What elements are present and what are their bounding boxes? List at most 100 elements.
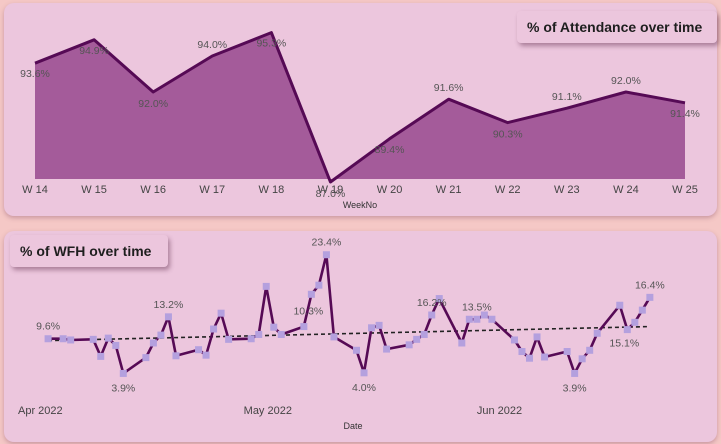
- wfh-marker: [638, 306, 646, 314]
- wfh-marker: [97, 352, 105, 360]
- wfh-data-label: 16.2%: [417, 297, 447, 309]
- wfh-marker: [195, 346, 203, 354]
- wfh-marker: [368, 324, 376, 332]
- wfh-data-label: 9.6%: [36, 321, 60, 333]
- wfh-marker: [142, 354, 150, 362]
- wfh-marker: [510, 336, 518, 344]
- wfh-marker: [255, 330, 263, 338]
- wfh-marker: [563, 348, 571, 356]
- wfh-x-tick: May 2022: [244, 405, 292, 417]
- wfh-data-labels: 9.6% 3.9% 13.2% 10.3% 23.4% 4.0% 16.2% 13.5% 3.9…: [36, 237, 665, 395]
- attendance-x-tick: W 21: [436, 184, 462, 196]
- wfh-marker: [375, 321, 383, 329]
- wfh-marker: [413, 335, 421, 343]
- wfh-marker: [631, 318, 639, 326]
- wfh-marker: [104, 334, 112, 342]
- attendance-data-label: 94.0%: [197, 39, 227, 51]
- wfh-marker: [458, 339, 466, 347]
- wfh-marker: [277, 330, 285, 338]
- wfh-marker: [262, 282, 270, 290]
- attendance-area: [35, 32, 685, 182]
- wfh-data-label: 15.1%: [609, 338, 639, 350]
- wfh-marker: [405, 341, 413, 349]
- attendance-x-tick: W 23: [554, 184, 580, 196]
- wfh-marker: [322, 251, 330, 259]
- wfh-data-label: 3.9%: [111, 382, 135, 394]
- attendance-x-tick: W 16: [140, 184, 166, 196]
- wfh-marker: [247, 335, 255, 343]
- wfh-marker: [300, 323, 308, 331]
- wfh-marker: [112, 341, 120, 349]
- attendance-chart: W 14 W 15 W 16 W 17 W 18 W 19 W 20 W 21 W 22 W 23…: [20, 31, 700, 210]
- wfh-marker: [210, 325, 218, 333]
- wfh-marker: [428, 311, 436, 319]
- wfh-chart-title: % of WFH over time: [10, 235, 168, 267]
- wfh-marker: [164, 313, 172, 321]
- wfh-marker: [488, 315, 496, 323]
- attendance-data-label: 91.6%: [434, 82, 464, 94]
- wfh-marker: [67, 336, 75, 344]
- wfh-line: [48, 253, 652, 375]
- wfh-marker: [315, 281, 323, 289]
- attendance-x-tick: W 17: [199, 184, 225, 196]
- wfh-marker: [149, 339, 157, 347]
- wfh-marker: [119, 369, 127, 377]
- wfh-marker: [623, 326, 631, 334]
- wfh-marker: [330, 333, 338, 341]
- wfh-marker: [593, 329, 601, 337]
- attendance-x-tick: W 14: [22, 184, 48, 196]
- wfh-marker: [526, 354, 534, 362]
- attendance-data-label: 95.3%: [256, 38, 286, 50]
- attendance-data-label: 92.0%: [138, 98, 168, 110]
- attendance-x-tick: W 22: [495, 184, 521, 196]
- attendance-x-tick: W 19: [318, 184, 344, 196]
- wfh-marker: [353, 346, 360, 354]
- wfh-marker: [44, 335, 52, 343]
- attendance-line: [34, 31, 686, 184]
- attendance-x-tick: W 18: [259, 184, 285, 196]
- wfh-marker: [89, 335, 97, 343]
- wfh-data-label: 3.9%: [563, 382, 587, 394]
- wfh-marker: [533, 333, 541, 341]
- wfh-x-axis-title: Date: [343, 421, 362, 431]
- wfh-data-label: 10.3%: [293, 305, 323, 317]
- wfh-marker: [270, 323, 278, 331]
- wfh-data-label: 13.2%: [154, 299, 184, 311]
- wfh-x-tick: Apr 2022: [18, 405, 63, 417]
- wfh-marker: [360, 369, 368, 377]
- attendance-data-label: 91.4%: [670, 108, 700, 120]
- wfh-x-tick: Jun 2022: [477, 405, 522, 417]
- wfh-markers: [44, 251, 654, 377]
- wfh-x-ticks: Apr 2022 May 2022 Jun 2022: [18, 405, 522, 417]
- attendance-x-tick: W 20: [377, 184, 403, 196]
- wfh-marker: [435, 295, 443, 303]
- wfh-data-label: 16.4%: [635, 279, 665, 291]
- wfh-data-label: 13.5%: [462, 301, 492, 313]
- wfh-marker: [225, 335, 233, 343]
- wfh-marker: [646, 293, 654, 301]
- wfh-data-label: 4.0%: [352, 382, 376, 394]
- wfh-marker: [518, 348, 526, 356]
- attendance-x-tick: W 24: [613, 184, 639, 196]
- attendance-x-tick: W 15: [81, 184, 107, 196]
- wfh-marker: [307, 290, 315, 298]
- attendance-data-label: 94.9%: [79, 45, 109, 57]
- wfh-marker: [202, 351, 210, 359]
- wfh-marker: [157, 331, 165, 339]
- wfh-marker: [172, 352, 180, 360]
- attendance-data-label: 87.0%: [316, 188, 346, 200]
- attendance-data-labels: 93.6% 94.9% 92.0% 94.0% 95.3% 87.0% 89.4% 91.6%…: [20, 38, 700, 200]
- attendance-x-ticks: W 14 W 15 W 16 W 17 W 18 W 19 W 20 W 21 W 22 W 23…: [22, 184, 698, 196]
- wfh-marker: [578, 355, 586, 363]
- wfh-marker: [465, 315, 473, 323]
- wfh-marker: [420, 330, 428, 338]
- wfh-marker: [480, 311, 488, 319]
- wfh-marker: [59, 335, 67, 343]
- wfh-trendline: [48, 325, 650, 342]
- wfh-marker: [473, 315, 481, 323]
- attendance-x-tick: W 25: [672, 184, 698, 196]
- attendance-data-label: 91.1%: [552, 91, 582, 103]
- attendance-chart-title: % of Attendance over time: [517, 11, 717, 43]
- attendance-data-label: 90.3%: [493, 129, 523, 141]
